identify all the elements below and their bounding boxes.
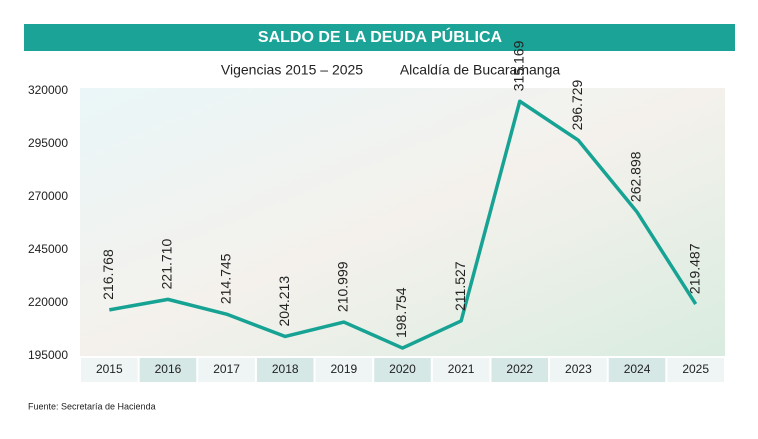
x-tick-box <box>81 358 138 382</box>
x-tick-box <box>667 358 724 382</box>
x-tick-box <box>374 358 431 382</box>
data-label: 204.213 <box>276 276 292 327</box>
data-label: 198.754 <box>393 287 409 338</box>
data-label: 315.169 <box>510 40 526 91</box>
x-tick-label: 2021 <box>448 362 475 376</box>
data-label: 211.527 <box>452 261 468 311</box>
y-tick-label: 220000 <box>28 295 68 309</box>
title-banner <box>24 24 735 51</box>
source: Fuente: Secretaría de Hacienda <box>28 401 156 411</box>
data-label: 296.729 <box>569 80 585 131</box>
x-tick-box <box>432 358 490 382</box>
plot-background <box>80 88 725 356</box>
x-tick-box <box>315 358 373 382</box>
y-tick-label: 270000 <box>28 189 68 203</box>
x-tick-label: 2018 <box>272 362 299 376</box>
annotation: Alcaldía de Bucaramanga <box>400 62 561 78</box>
x-tick-label: 2019 <box>331 362 358 376</box>
x-tick-box <box>198 358 255 382</box>
y-tick-label: 320000 <box>28 83 68 97</box>
y-tick-label: 245000 <box>28 242 68 256</box>
x-tick-box <box>550 358 607 382</box>
x-tick-label: 2023 <box>565 362 592 376</box>
y-tick-label: 295000 <box>28 136 68 150</box>
x-tick-label: 2020 <box>389 362 416 376</box>
chart-title: SALDO DE LA DEUDA PÚBLICA <box>258 27 503 46</box>
x-tick-label: 2022 <box>506 362 533 376</box>
line <box>109 99 698 350</box>
data-label: 262.898 <box>628 151 644 202</box>
x-tick-label: 2016 <box>155 362 182 376</box>
x-tick-box <box>491 358 549 382</box>
x-tick-box <box>608 358 666 382</box>
x-tick-label: 2015 <box>96 362 123 376</box>
data-label: 216.768 <box>100 249 116 300</box>
x-tick-label: 2017 <box>213 362 240 376</box>
x-tick-box <box>256 358 314 382</box>
data-label: 214.745 <box>217 253 233 304</box>
y-tick-label: 195000 <box>28 348 68 362</box>
x-tick-label: 2024 <box>624 362 651 376</box>
data-label: 221.710 <box>159 239 175 290</box>
data-label: 210.999 <box>335 261 351 312</box>
x-tick-box <box>139 358 197 382</box>
subtitle: Vigencias 2015 – 2025 <box>221 62 363 78</box>
data-label: 219.487 <box>686 243 702 294</box>
x-tick-label: 2025 <box>682 362 709 376</box>
